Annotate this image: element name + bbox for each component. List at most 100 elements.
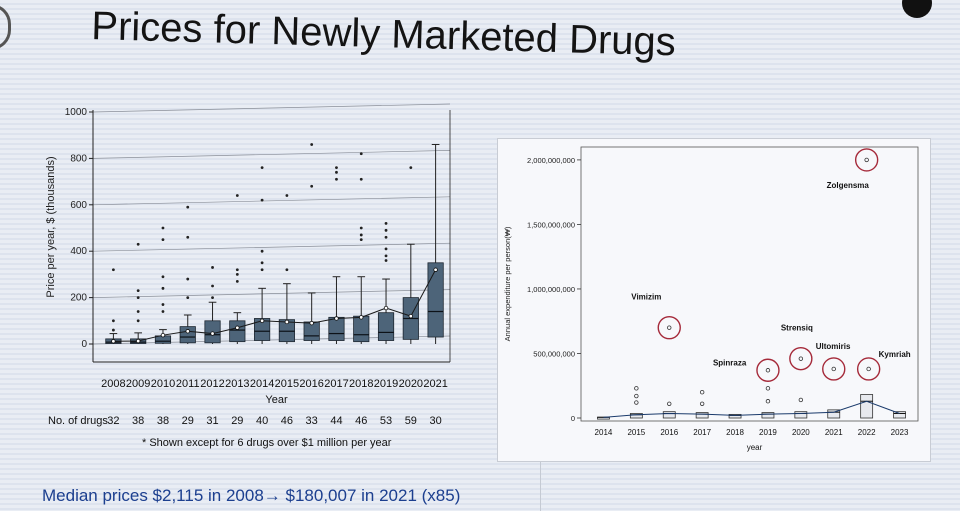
y-tick-label: 200 [70,293,87,304]
outlier-point [111,319,115,323]
outlier-point [285,194,289,197]
x-tick-label: 2015 [627,428,645,437]
box-2020 [794,411,808,419]
y-tick-label: 1,000,000,000 [527,285,575,294]
box-2021 [427,262,444,338]
outlier-point [136,310,140,313]
median-prices-note: Median prices $2,115 in 2008→ $180,007 i… [42,486,461,505]
outlier-point [211,284,214,288]
highlight-ring [856,357,881,381]
gridline [92,335,451,345]
box-2014 [254,318,271,341]
outlier-point [699,389,705,395]
outlier-point [384,254,388,258]
highlighted-point [864,157,869,163]
outlier-point [765,399,771,404]
highlight-ring [789,346,813,371]
x-tick-label: 2023 [891,428,909,437]
outlier-point [667,401,672,407]
outlier-point [359,177,363,181]
outlier-point [335,177,338,181]
x-tick-label: 2020 [399,378,423,390]
drug-count-value: 59 [405,415,417,427]
outlier-point [161,310,165,313]
outlier-point [384,247,388,251]
y-tick-label: 800 [70,153,87,164]
drug-count-value: 53 [380,415,392,427]
outlier-point [409,166,413,170]
box-2021 [827,409,841,419]
x-tick-label: 2010 [151,378,175,390]
outlier-point [186,296,190,299]
box-2011 [179,326,196,344]
y-tick-label: 1000 [65,107,88,118]
outlier-point [136,319,140,323]
drug-label-vimizim: Vimizim [631,293,661,302]
box-2013 [229,320,246,343]
outlier-point [634,393,639,399]
outlier-point [161,303,165,306]
mean-marker [135,338,141,344]
mean-marker [408,313,414,319]
drug-label-ultomiris: Ultomiris [816,342,851,351]
drug-count-value: 40 [256,415,268,427]
y-tick-label: 600 [70,200,87,211]
mean-marker [111,339,116,344]
outlier-point [211,296,214,299]
box-2022 [860,394,874,419]
drug-count-value: 38 [132,415,144,427]
outlier-point [235,268,239,272]
x-tick-label: 2019 [759,428,777,437]
outlier-point [384,235,388,239]
highlighted-point [765,368,771,373]
drug-count-value: 31 [206,415,218,427]
box-2019 [761,412,775,419]
x-tick-label: 2017 [693,428,711,437]
drug-count-value: 46 [355,415,367,427]
y-axis-label: Price per year, $ (thousands) [45,156,57,297]
x-tick-label: 2014 [595,428,613,437]
outlier-point [310,143,314,146]
x-tick-label: 2019 [374,378,398,390]
outlier-point [359,233,363,237]
outlier-point [285,268,289,272]
outlier-point [634,386,639,391]
drug-count-value: 30 [429,415,441,427]
box-2018 [353,315,370,343]
x-tick-label: 2016 [660,428,678,437]
drug-count-value: 29 [182,415,194,427]
outlier-point [260,268,264,272]
drug-label-kymriah: Kymriah [879,350,911,359]
y-tick-label: 400 [70,246,87,257]
gridline [92,103,451,113]
mean-marker [185,329,190,334]
x-tick-label: 2013 [225,378,249,390]
x-tick-label: 2018 [349,378,373,390]
mean-marker [210,331,215,336]
median-trend-line [603,400,900,418]
box-2017 [695,412,709,419]
outlier-point [161,238,165,242]
outlier-point [260,166,264,170]
plot-frame [580,146,919,422]
outlier-point [260,198,264,202]
mean-marker [160,332,166,338]
drug-label-zolgensma: Zolgensma [827,181,870,190]
x-axis-label: year [747,443,763,452]
outlier-point [384,221,388,225]
divider-line [540,462,541,511]
outlier-point [310,184,314,188]
y-tick-label: 2,000,000,000 [527,156,575,165]
y-tick-label: 0 [571,414,575,423]
outlier-point [335,170,338,174]
outlier-point [186,205,190,209]
outlier-point [235,194,239,197]
x-tick-label: 2022 [858,428,876,437]
highlighted-point [667,325,672,330]
drug-count-value: 32 [107,415,119,427]
x-tick-label: 2021 [423,378,447,390]
outlier-point [260,261,264,265]
box-2018 [728,413,742,419]
outlier-point [136,289,140,293]
box-2023 [893,411,906,419]
